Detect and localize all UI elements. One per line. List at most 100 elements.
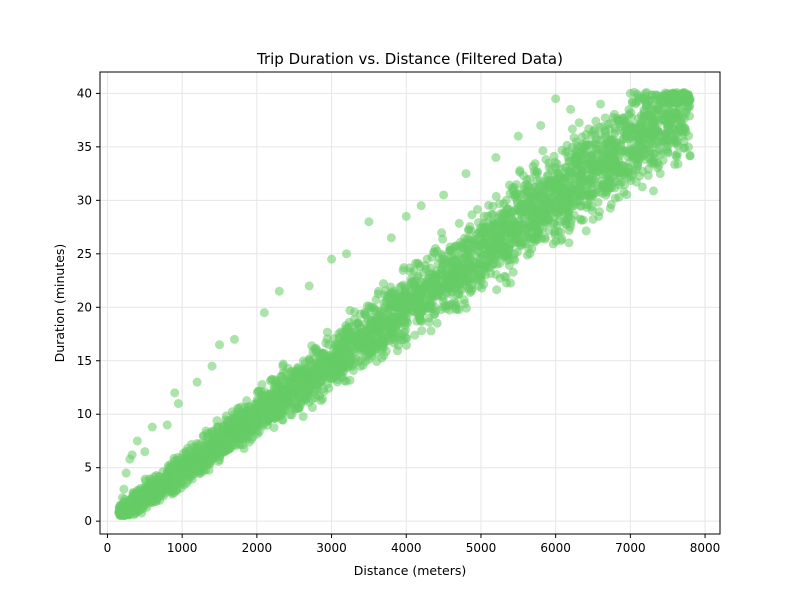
scatter-point [361, 356, 371, 366]
scatter-point [544, 225, 554, 235]
scatter-point [285, 397, 295, 407]
scatter-point [667, 96, 677, 106]
scatter-point [654, 128, 664, 138]
scatter-point [452, 257, 462, 267]
scatter-point [215, 452, 225, 462]
scatter-point [576, 215, 586, 225]
scatter-point [128, 506, 138, 516]
x-tick-label: 5000 [466, 541, 497, 555]
scatter-point [663, 121, 673, 131]
scatter-point [684, 131, 694, 141]
scatter-point [437, 228, 447, 238]
scatter-point [548, 239, 558, 249]
y-axis-label: Duration (minutes) [52, 244, 67, 363]
scatter-point [614, 167, 624, 177]
scatter-point [581, 226, 591, 236]
x-tick-label: 7000 [615, 541, 646, 555]
scatter-point [609, 109, 619, 119]
scatter-point [581, 190, 591, 200]
scatter-point [536, 233, 546, 243]
scatter-point [304, 281, 314, 291]
y-tick-label: 0 [84, 514, 92, 528]
scatter-point [476, 270, 486, 280]
scatter-point [317, 349, 327, 359]
scatter-point [569, 133, 579, 143]
scatter-point [429, 248, 439, 258]
scatter-point [549, 151, 559, 161]
scatter-point [564, 166, 574, 176]
scatter-point [628, 130, 638, 140]
scatter-point [232, 414, 242, 424]
scatter-point [614, 155, 624, 165]
scatter-point [595, 99, 605, 109]
scatter-point [187, 440, 197, 450]
scatter-point [640, 124, 650, 134]
scatter-point [648, 139, 658, 149]
scatter-point [254, 418, 264, 428]
scatter-point [452, 290, 462, 300]
scatter-point [114, 508, 124, 518]
scatter-point [192, 377, 202, 387]
scatter-point [619, 187, 629, 197]
scatter-point [574, 118, 584, 128]
scatter-point [488, 201, 498, 211]
scatter-point [567, 124, 577, 134]
scatter-point [525, 249, 535, 259]
scatter-point [127, 450, 137, 460]
scatter-point [311, 370, 321, 380]
scatter-point [410, 330, 420, 340]
scatter-point [515, 189, 525, 199]
scatter-point [631, 97, 641, 107]
scatter-point [140, 447, 150, 457]
scatter-point [640, 88, 650, 98]
scatter-point [505, 180, 515, 190]
scatter-point [244, 421, 254, 431]
scatter-point [200, 449, 210, 459]
scatter-point [340, 346, 350, 356]
scatter-point [229, 427, 239, 437]
scatter-point [663, 88, 673, 98]
scatter-point [468, 243, 478, 253]
scatter-point [322, 327, 332, 337]
scatter-point [685, 101, 695, 111]
scatter-point [141, 481, 151, 491]
scatter-point [292, 404, 302, 414]
scatter-point [424, 313, 434, 323]
y-tick-label: 5 [84, 461, 92, 475]
scatter-point [621, 131, 631, 141]
x-tick-label: 1000 [167, 541, 198, 555]
scatter-point [620, 180, 630, 190]
x-tick-label: 3000 [316, 541, 347, 555]
scatter-point [420, 261, 430, 271]
scatter-point [212, 416, 222, 426]
x-tick-label: 8000 [690, 541, 721, 555]
scatter-point [229, 334, 239, 344]
scatter-point [349, 345, 359, 355]
scatter-point [417, 291, 427, 301]
scatter-point [270, 376, 280, 386]
scatter-point [454, 305, 464, 315]
scatter-point [285, 379, 295, 389]
x-tick-label: 0 [104, 541, 112, 555]
plot-frame [99, 71, 721, 535]
scatter-point [543, 194, 553, 204]
scatter-point [672, 149, 682, 159]
scatter-point [274, 408, 284, 418]
scatter-point [456, 278, 466, 288]
scatter-point [392, 312, 402, 322]
scatter-point [584, 158, 594, 168]
scatter-point [491, 191, 501, 201]
scatter-point [545, 176, 555, 186]
scatter-point [424, 303, 434, 313]
scatter-point [564, 213, 574, 223]
scatter-point [679, 107, 689, 117]
scatter-point [327, 254, 337, 264]
scatter-point [523, 181, 533, 191]
scatter-point [604, 135, 614, 145]
scatter-point [121, 468, 131, 478]
scatter-point [529, 206, 539, 216]
scatter-point [591, 172, 601, 182]
scatter-point [503, 219, 513, 229]
scatter-point [437, 291, 447, 301]
scatter-point [528, 161, 538, 171]
